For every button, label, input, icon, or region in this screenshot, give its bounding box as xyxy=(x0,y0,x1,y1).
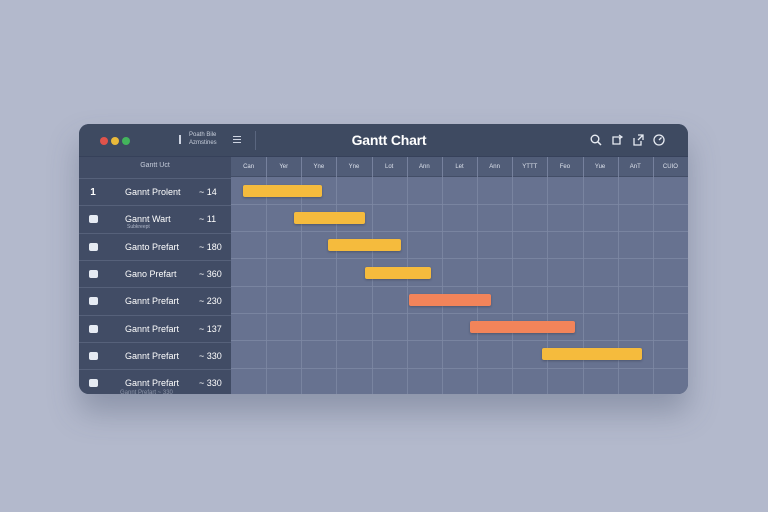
task-row-name: Ganto Prefart xyxy=(125,241,180,252)
task-row-checkbox[interactable] xyxy=(89,351,98,360)
task-row-value: ~ 137 xyxy=(199,323,222,334)
grid-column-line xyxy=(336,157,338,394)
menu-icon[interactable] xyxy=(233,136,241,145)
close-window-button[interactable] xyxy=(100,137,108,145)
task-bar[interactable] xyxy=(327,239,402,252)
task-row-value: ~ 230 xyxy=(199,296,222,307)
task-row-subtitle: Subkreept xyxy=(127,224,150,231)
title-bar: Poath Bile Azmstines Gantt Chart xyxy=(79,124,688,157)
task-row-name: Gannt Prefart xyxy=(125,378,180,389)
task-bar[interactable] xyxy=(408,293,492,306)
task-row-checkbox[interactable] xyxy=(89,269,98,278)
task-row-name: Gannt Prefart xyxy=(125,323,180,334)
timeline-grid: Can Yer Yne Yne Lot Ann Let Ann YTTT Feo Yue AnT CUI… xyxy=(231,157,688,394)
timeline-column-label[interactable]: YTTT xyxy=(522,164,538,170)
grid-column-line xyxy=(617,157,619,394)
task-row-name: Gannt Prefart xyxy=(125,350,180,361)
task-row-checkbox[interactable] xyxy=(89,297,98,306)
dashboard-icon[interactable] xyxy=(652,133,666,147)
task-row-name: Gano Prefart xyxy=(125,268,177,279)
task-row[interactable]: Ganto Prefart ~ 180 xyxy=(79,232,231,260)
grid-row-line xyxy=(231,313,688,314)
task-row-checkbox[interactable] xyxy=(89,242,98,251)
grid-column-line xyxy=(547,157,549,394)
timeline-column-label[interactable]: Can xyxy=(243,164,255,170)
task-row-number: 1 xyxy=(90,187,96,198)
timeline-header: Can Yer Yne Yne Lot Ann Let Ann YTTT Feo Yue AnT CUI… xyxy=(231,157,688,177)
toolbar-label: Poath Bile Azmstines xyxy=(189,132,217,146)
task-row-value: ~ 14 xyxy=(199,187,217,197)
task-row-value: ~ 330 xyxy=(199,350,222,361)
timeline-column-label[interactable]: Yue xyxy=(594,164,606,170)
task-row-checkbox[interactable] xyxy=(89,324,98,333)
task-row-value: ~ 180 xyxy=(199,241,222,252)
task-list-panel: Gantt Uct 1 Gannt Prolent ~ 14 Gannt Wart Su… xyxy=(79,157,231,394)
task-row-value: ~ 11 xyxy=(199,214,217,225)
grid-row-line xyxy=(231,340,688,342)
ghost-row-reflection: Gannt Prefart ~ 330 xyxy=(120,390,173,396)
grid-column-line xyxy=(301,157,303,394)
cursor-icon xyxy=(179,135,181,144)
task-bar[interactable] xyxy=(243,184,323,197)
task-row-name: Gannt Prolent xyxy=(125,187,181,197)
task-row-value: ~ 330 xyxy=(199,378,222,389)
grid-column-line xyxy=(441,157,443,394)
minimize-window-button[interactable] xyxy=(111,137,119,145)
timeline-column-label[interactable]: Yne xyxy=(313,164,325,170)
grid-column-line xyxy=(512,157,514,394)
grid-column-line xyxy=(266,157,268,394)
task-row[interactable]: Gannt Prefart ~ 137 xyxy=(79,314,231,342)
task-row-checkbox[interactable] xyxy=(89,379,98,388)
task-row-value: ~ 360 xyxy=(199,268,222,279)
task-bar[interactable] xyxy=(470,321,576,334)
task-row-name: Gannt Prefart xyxy=(125,296,180,307)
grid-row-line xyxy=(231,203,688,205)
grid-column-line xyxy=(652,157,654,394)
timeline-column-label[interactable]: AnT xyxy=(629,164,641,170)
task-row-name: Gannt Wart xyxy=(125,214,171,225)
task-row[interactable]: Gannt Prefart ~ 330 xyxy=(79,369,231,394)
grid-row-line xyxy=(231,231,688,233)
refresh-icon[interactable] xyxy=(610,133,624,147)
task-row[interactable]: Gano Prefart ~ 360 xyxy=(79,259,231,287)
timeline-column-label[interactable]: Let xyxy=(455,164,464,170)
timeline-column-label[interactable]: Yne xyxy=(348,164,360,170)
grid-row-line xyxy=(231,258,688,260)
task-row[interactable]: Gannt Prefart ~ 230 xyxy=(79,287,231,314)
task-list-header: Gantt Uct xyxy=(140,162,170,169)
timeline-column-label[interactable]: CUIO xyxy=(662,164,678,170)
grid-column-line xyxy=(582,157,584,394)
timeline-column-label[interactable]: Feo xyxy=(559,164,571,170)
gantt-window: Poath Bile Azmstines Gantt Chart Gantt U… xyxy=(79,124,688,394)
grid-column-line xyxy=(477,157,479,394)
maximize-window-button[interactable] xyxy=(122,137,130,145)
grid-row-line xyxy=(231,285,688,287)
task-row[interactable]: Gannt Wart Subkreept ~ 11 xyxy=(79,205,231,232)
search-icon[interactable] xyxy=(589,133,603,147)
task-bar[interactable] xyxy=(294,211,365,224)
task-row-checkbox[interactable] xyxy=(89,215,98,224)
task-row[interactable]: Gannt Prefart ~ 330 xyxy=(79,341,231,369)
task-row[interactable]: 1 Gannt Prolent ~ 14 xyxy=(79,178,231,205)
timeline-column-label[interactable]: Ann xyxy=(418,164,430,170)
task-bar[interactable] xyxy=(364,266,432,279)
timeline-column-label[interactable]: Lot xyxy=(385,164,394,170)
timeline-column-label[interactable]: Yer xyxy=(279,164,289,170)
timeline-column-label[interactable]: Ann xyxy=(489,164,500,170)
page-title: Gantt Chart xyxy=(351,132,427,148)
share-icon[interactable] xyxy=(631,133,645,147)
grid-row-line xyxy=(231,367,688,369)
toolbar-divider xyxy=(255,131,256,150)
task-bar[interactable] xyxy=(542,348,643,361)
